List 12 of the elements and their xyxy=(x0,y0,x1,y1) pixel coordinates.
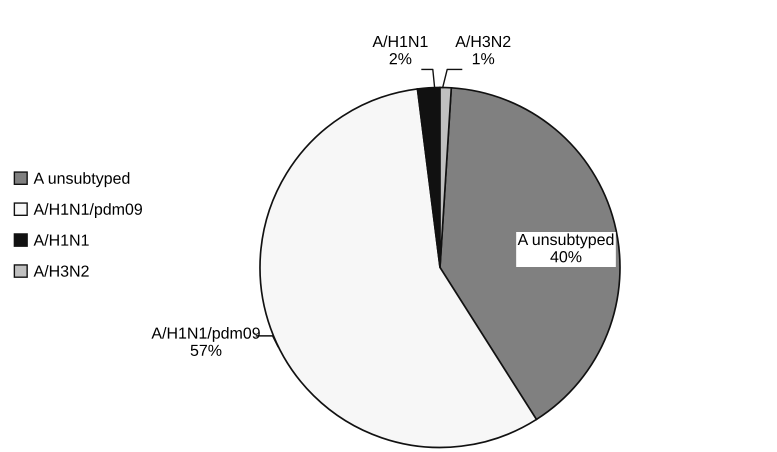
data-label: 1% xyxy=(472,53,494,64)
data-label: 40% xyxy=(550,251,582,262)
legend-label: A unsubtyped xyxy=(34,172,130,188)
legend-label: A/H3N2 xyxy=(34,265,89,277)
data-label: 2% xyxy=(390,53,412,64)
slice-label: A/H3N2 xyxy=(455,35,510,48)
slice-label: A/H1N1 xyxy=(372,35,428,48)
legend-label: A/H1N1 xyxy=(34,234,89,246)
legend-label: A/H1N1/pdm09 xyxy=(34,203,142,218)
slice-label: A unsubtyped xyxy=(518,233,614,248)
slice-label: A/H1N1/pdm09 xyxy=(151,327,260,342)
data-label: 57% xyxy=(190,344,222,356)
